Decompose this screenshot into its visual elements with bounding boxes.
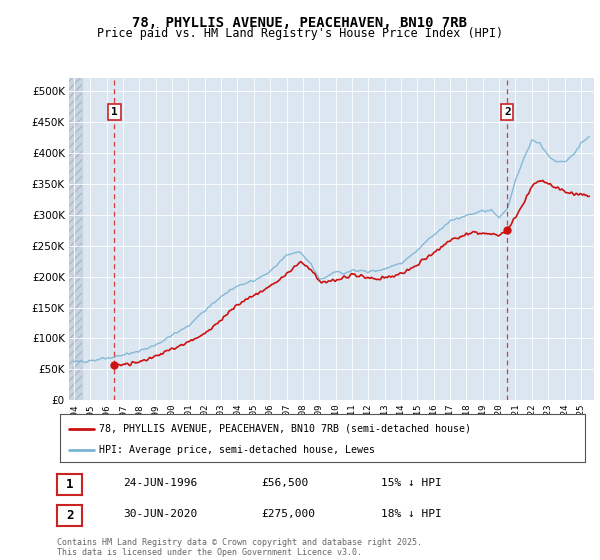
Text: 1: 1 bbox=[66, 478, 73, 491]
Text: 15% ↓ HPI: 15% ↓ HPI bbox=[381, 478, 442, 488]
Text: Price paid vs. HM Land Registry's House Price Index (HPI): Price paid vs. HM Land Registry's House … bbox=[97, 27, 503, 40]
Text: 2: 2 bbox=[504, 107, 511, 117]
Text: £56,500: £56,500 bbox=[261, 478, 308, 488]
Bar bbox=[69, 78, 82, 400]
Text: 78, PHYLLIS AVENUE, PEACEHAVEN, BN10 7RB: 78, PHYLLIS AVENUE, PEACEHAVEN, BN10 7RB bbox=[133, 16, 467, 30]
Text: Contains HM Land Registry data © Crown copyright and database right 2025.
This d: Contains HM Land Registry data © Crown c… bbox=[57, 538, 422, 557]
Text: HPI: Average price, semi-detached house, Lewes: HPI: Average price, semi-detached house,… bbox=[100, 445, 376, 455]
Text: 24-JUN-1996: 24-JUN-1996 bbox=[123, 478, 197, 488]
Text: 78, PHYLLIS AVENUE, PEACEHAVEN, BN10 7RB (semi-detached house): 78, PHYLLIS AVENUE, PEACEHAVEN, BN10 7RB… bbox=[100, 424, 472, 433]
Text: 2: 2 bbox=[66, 509, 73, 522]
Text: £275,000: £275,000 bbox=[261, 509, 315, 519]
Text: 18% ↓ HPI: 18% ↓ HPI bbox=[381, 509, 442, 519]
Text: 30-JUN-2020: 30-JUN-2020 bbox=[123, 509, 197, 519]
Text: 1: 1 bbox=[111, 107, 118, 117]
Bar bbox=[69, 78, 82, 400]
